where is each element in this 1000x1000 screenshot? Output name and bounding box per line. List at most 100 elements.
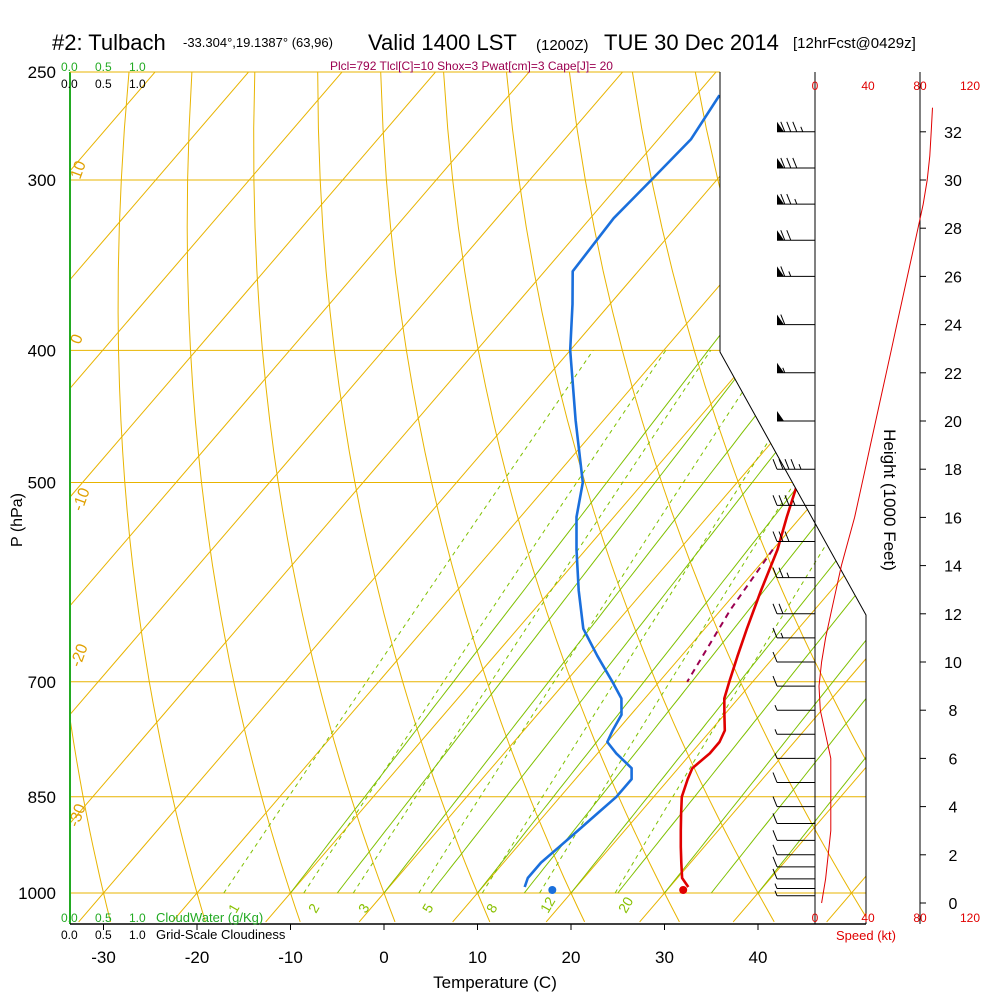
cloudwater-top-0: 0.0 bbox=[61, 60, 78, 74]
p-tick-label-850: 850 bbox=[28, 788, 56, 807]
isotherm-line bbox=[70, 72, 177, 923]
wind-barb-pennant bbox=[777, 314, 784, 325]
dry-adiabat-line bbox=[117, 72, 206, 923]
wind-barb bbox=[774, 729, 815, 735]
wind-barb-full bbox=[772, 868, 778, 880]
wind-barb-full bbox=[772, 675, 778, 687]
isotherm-label: -20 bbox=[68, 642, 92, 670]
wind-barb-full bbox=[792, 157, 798, 169]
cloudiness-bottom-0: 0.0 bbox=[61, 928, 78, 942]
isotherm-label: 30 bbox=[845, 533, 870, 558]
speed-top-120: 120 bbox=[960, 79, 980, 93]
cloudwater-label: CloudWater (g/Kg) bbox=[156, 910, 263, 925]
wind-barb bbox=[777, 314, 815, 326]
speed-axis-label: Speed (kt) bbox=[836, 928, 896, 943]
dewpoint-profile bbox=[523, 94, 721, 888]
wind-barb-full bbox=[778, 567, 784, 578]
dry-adiabat-line bbox=[186, 72, 301, 923]
moist-adiabat-line bbox=[570, 72, 866, 894]
wind-barb-half bbox=[782, 367, 786, 373]
wind-barb bbox=[772, 495, 815, 506]
isotherm-line bbox=[70, 72, 644, 923]
wind-barb-full bbox=[772, 651, 778, 663]
wind-barb bbox=[772, 868, 815, 880]
moist-adiabat-line bbox=[710, 72, 866, 894]
wind-barb-full bbox=[780, 193, 786, 205]
wind-barb bbox=[772, 813, 815, 824]
x-axis-title: Temperature (C) bbox=[433, 973, 557, 992]
wind-barb-full bbox=[780, 230, 786, 241]
station-name: #2: Tulbach bbox=[52, 30, 166, 55]
mixing-ratio-line bbox=[352, 350, 712, 894]
x-tick-label: -10 bbox=[278, 948, 303, 967]
mixing-ratio-line bbox=[418, 350, 771, 894]
cloudwater-bottom-1: 0.5 bbox=[95, 911, 112, 925]
parcel-path bbox=[686, 549, 774, 683]
wind-barb-half bbox=[792, 500, 796, 506]
wind-barb bbox=[772, 603, 815, 615]
mixing-ratio-label: 8 bbox=[483, 901, 501, 916]
zulu-time: (1200Z) bbox=[536, 37, 589, 54]
wind-barb-full bbox=[778, 603, 784, 614]
wind-barb-pennant bbox=[777, 362, 784, 373]
isotherm-line bbox=[452, 72, 866, 923]
wind-barb bbox=[772, 830, 815, 841]
mixing-ratio-line bbox=[303, 350, 667, 894]
wind-barb-full bbox=[784, 459, 790, 470]
wind-barb-full bbox=[772, 495, 778, 506]
wind-barb-full bbox=[778, 459, 784, 470]
wind-barb-full bbox=[784, 495, 790, 506]
moist-adiabat-line bbox=[383, 72, 866, 894]
wind-barb-full bbox=[780, 266, 786, 277]
isotherm-label: 0 bbox=[724, 227, 742, 245]
wind-barb-half bbox=[788, 271, 792, 277]
isotherm-line bbox=[171, 72, 866, 923]
moist-adiabat-line bbox=[757, 72, 866, 894]
wind-barb bbox=[774, 705, 815, 711]
height-tick-label: 0 bbox=[949, 896, 958, 913]
cloudiness-bottom-1: 0.5 bbox=[95, 928, 112, 942]
isotherm-line bbox=[732, 72, 866, 923]
temperature-profile bbox=[679, 95, 838, 888]
moist-adiabat-line bbox=[430, 72, 866, 894]
height-tick-label: 14 bbox=[944, 559, 962, 576]
wind-barb-full bbox=[772, 567, 778, 578]
cloudwater-top-1: 0.5 bbox=[95, 60, 112, 74]
isotherm-line bbox=[78, 72, 831, 923]
wind-barb-half bbox=[780, 632, 784, 639]
wind-barb-half bbox=[774, 753, 778, 759]
wind-barb bbox=[774, 883, 815, 890]
wind-barb-full bbox=[786, 193, 792, 205]
wind-barb-full bbox=[772, 856, 778, 868]
wind-barb-full bbox=[780, 314, 786, 325]
x-tick-label: 40 bbox=[749, 948, 768, 967]
isotherm-line bbox=[70, 72, 270, 923]
isotherm-line bbox=[545, 72, 866, 923]
wind-barb bbox=[772, 856, 815, 868]
wind-barb bbox=[772, 796, 815, 808]
p-tick-label-500: 500 bbox=[28, 474, 56, 493]
isotherm-line bbox=[70, 72, 364, 923]
wind-barb-full bbox=[780, 157, 786, 169]
wind-barb bbox=[777, 230, 815, 241]
speed-top-40: 40 bbox=[861, 79, 875, 93]
dry-adiabat-line bbox=[506, 72, 775, 923]
valid-time: Valid 1400 LST bbox=[368, 30, 517, 55]
isotherm-line bbox=[70, 72, 457, 923]
speed-bottom-120: 120 bbox=[960, 911, 980, 925]
speed-bottom-0: 0 bbox=[812, 911, 819, 925]
height-tick-label: 12 bbox=[944, 607, 962, 624]
wind-barb bbox=[772, 627, 815, 639]
mixing-ratio-label: 3 bbox=[355, 901, 373, 916]
wind-barb-full bbox=[790, 459, 796, 470]
wind-barb-half bbox=[794, 198, 798, 205]
height-tick-label: 8 bbox=[949, 703, 958, 720]
cloudwater-bottom-2: 1.0 bbox=[129, 911, 146, 925]
wind-barb-full bbox=[780, 121, 786, 132]
wind-barb-half bbox=[798, 464, 802, 470]
wind-barb-pennant bbox=[777, 157, 784, 168]
mixing-ratio-label: 20 bbox=[615, 894, 637, 916]
wind-barb bbox=[777, 193, 815, 205]
cloudiness-bottom-2: 1.0 bbox=[129, 928, 146, 942]
